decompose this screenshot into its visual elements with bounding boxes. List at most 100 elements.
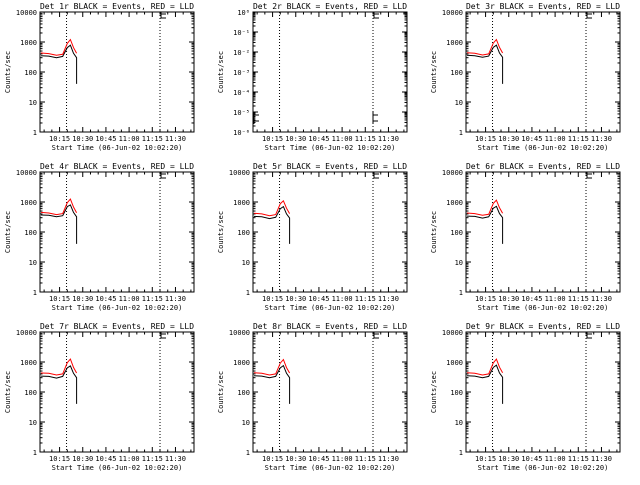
x-tick-label: 11:15 bbox=[142, 135, 163, 143]
x-tick-label: 11:30 bbox=[165, 455, 186, 463]
plot-frame bbox=[252, 11, 408, 133]
plot-frame bbox=[465, 11, 621, 133]
x-tick-label: 10:15 bbox=[262, 295, 283, 303]
x-tick-label: 10:45 bbox=[521, 135, 542, 143]
y-axis-label: Counts/sec bbox=[217, 51, 225, 93]
y-tick-label: 10000 bbox=[229, 329, 250, 337]
panel-title: Det 6r BLACK = Events, RED = LLD bbox=[466, 162, 620, 171]
interval-bracket bbox=[160, 172, 167, 179]
series-line-events bbox=[466, 364, 504, 404]
panel-title: Det 7r BLACK = Events, RED = LLD bbox=[40, 322, 194, 331]
y-tick-label: 10⁰ bbox=[237, 9, 250, 17]
series-line-lld bbox=[466, 358, 504, 376]
x-tick-label: 11:00 bbox=[119, 295, 140, 303]
y-tick-label: 10⁻⁵ bbox=[233, 109, 250, 117]
x-axis-label: Start Time (06-Jun-02 10:02:20) bbox=[52, 464, 183, 472]
y-tick-label: 1000 bbox=[233, 359, 250, 367]
y-tick-label: 10 bbox=[29, 259, 37, 267]
interval-bracket bbox=[586, 12, 593, 19]
y-axis-label: Counts/sec bbox=[217, 211, 225, 253]
y-tick-label: 10⁻² bbox=[233, 49, 250, 57]
y-tick-label: 100 bbox=[237, 229, 250, 237]
x-tick-label: 10:15 bbox=[49, 455, 70, 463]
y-tick-label: 10 bbox=[29, 99, 37, 107]
x-axis-label: Start Time (06-Jun-02 10:02:20) bbox=[265, 464, 396, 472]
chart-panel-7: Det 7r BLACK = Events, RED = LLD 1 10 100 10… bbox=[4, 322, 195, 472]
y-tick-label: 1 bbox=[459, 289, 463, 297]
series-line-events bbox=[253, 205, 291, 244]
y-tick-label: 10 bbox=[242, 419, 250, 427]
y-tick-label: 10000 bbox=[442, 9, 463, 17]
x-tick-label: 10:15 bbox=[475, 135, 496, 143]
x-tick-label: 10:45 bbox=[95, 455, 116, 463]
series-line-lld bbox=[466, 38, 504, 56]
plot-frame bbox=[252, 331, 408, 453]
x-tick-label: 10:45 bbox=[521, 295, 542, 303]
x-tick-label: 11:30 bbox=[591, 135, 612, 143]
y-axis-label: Counts/sec bbox=[430, 371, 438, 413]
interval-bracket bbox=[160, 332, 167, 339]
series-line-lld bbox=[40, 38, 78, 56]
y-axis-label: Counts/sec bbox=[4, 211, 12, 253]
x-tick-label: 10:30 bbox=[285, 455, 306, 463]
x-axis-label: Start Time (06-Jun-02 10:02:20) bbox=[265, 144, 396, 152]
y-tick-label: 1 bbox=[459, 129, 463, 137]
x-tick-label: 11:30 bbox=[591, 295, 612, 303]
y-tick-label: 10000 bbox=[442, 329, 463, 337]
y-tick-label: 10000 bbox=[229, 169, 250, 177]
x-tick-label: 11:30 bbox=[378, 135, 399, 143]
x-tick-label: 10:30 bbox=[285, 135, 306, 143]
y-axis-label: Counts/sec bbox=[430, 51, 438, 93]
y-axis-label: Counts/sec bbox=[430, 211, 438, 253]
x-tick-label: 11:15 bbox=[568, 135, 589, 143]
x-axis-label: Start Time (06-Jun-02 10:02:20) bbox=[52, 304, 183, 312]
series-line-events bbox=[40, 44, 78, 84]
y-tick-label: 10 bbox=[29, 419, 37, 427]
x-axis-label: Start Time (06-Jun-02 10:02:20) bbox=[478, 304, 609, 312]
x-tick-label: 11:30 bbox=[165, 295, 186, 303]
interval-bracket bbox=[586, 172, 593, 179]
x-tick-label: 11:00 bbox=[332, 135, 353, 143]
y-tick-label: 100 bbox=[237, 389, 250, 397]
panel-title: Det 2r BLACK = Events, RED = LLD bbox=[253, 2, 407, 11]
series-line-lld bbox=[466, 199, 504, 216]
y-tick-label: 10⁻⁶ bbox=[233, 129, 250, 137]
chart-panel-6: Det 6r BLACK = Events, RED = LLD 1 10 100 10… bbox=[430, 162, 621, 312]
x-tick-label: 10:45 bbox=[308, 135, 329, 143]
panel-title: Det 9r BLACK = Events, RED = LLD bbox=[466, 322, 620, 331]
y-tick-label: 1000 bbox=[446, 359, 463, 367]
chart-panel-3: Det 3r BLACK = Events, RED = LLD 1 10 100 10… bbox=[430, 2, 621, 152]
y-tick-label: 1 bbox=[246, 289, 250, 297]
x-tick-label: 11:30 bbox=[378, 455, 399, 463]
series-line-events bbox=[466, 205, 504, 244]
x-tick-label: 11:15 bbox=[355, 295, 376, 303]
x-tick-label: 11:00 bbox=[545, 295, 566, 303]
x-tick-label: 11:15 bbox=[568, 455, 589, 463]
plot-frame bbox=[465, 171, 621, 293]
y-tick-label: 1 bbox=[33, 129, 37, 137]
x-tick-label: 11:30 bbox=[378, 295, 399, 303]
plot-frame bbox=[39, 331, 195, 453]
plot-frame bbox=[252, 171, 408, 293]
series-line-events bbox=[40, 204, 78, 244]
series-line-lld bbox=[40, 198, 78, 216]
x-tick-label: 11:15 bbox=[568, 295, 589, 303]
x-tick-label: 10:30 bbox=[498, 135, 519, 143]
y-tick-label: 10 bbox=[455, 419, 463, 427]
x-axis-label: Start Time (06-Jun-02 10:02:20) bbox=[478, 144, 609, 152]
panel-title: Det 8r BLACK = Events, RED = LLD bbox=[253, 322, 407, 331]
x-axis-label: Start Time (06-Jun-02 10:02:20) bbox=[52, 144, 183, 152]
panel-title: Det 4r BLACK = Events, RED = LLD bbox=[40, 162, 194, 171]
x-tick-label: 10:45 bbox=[521, 455, 542, 463]
y-tick-label: 10⁻⁴ bbox=[233, 89, 250, 97]
x-tick-label: 10:15 bbox=[49, 295, 70, 303]
x-tick-label: 11:00 bbox=[119, 455, 140, 463]
x-tick-label: 10:15 bbox=[475, 455, 496, 463]
x-tick-label: 10:15 bbox=[262, 455, 283, 463]
plot-frame bbox=[39, 11, 195, 133]
interval-bracket bbox=[373, 332, 380, 339]
y-tick-label: 100 bbox=[450, 389, 463, 397]
y-tick-label: 1000 bbox=[446, 199, 463, 207]
x-tick-label: 10:45 bbox=[308, 455, 329, 463]
